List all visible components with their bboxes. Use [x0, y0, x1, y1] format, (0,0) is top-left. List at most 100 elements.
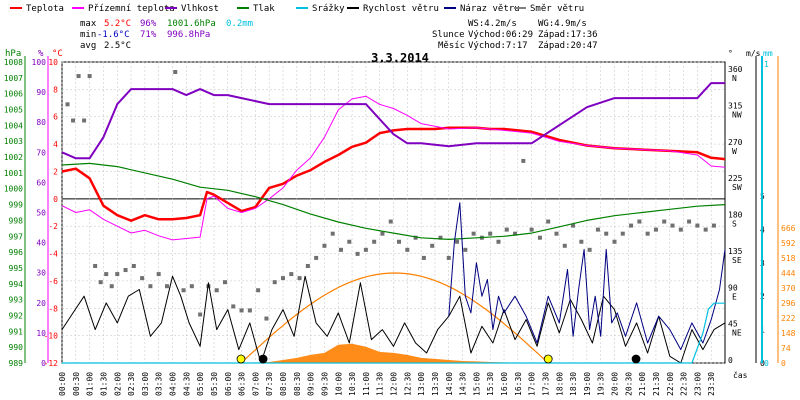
pct-tick-label: 20	[36, 299, 46, 308]
wind-direction-point	[388, 219, 393, 224]
hpa-tick-label: 1004	[4, 121, 23, 130]
time-tick-label: 21:00	[638, 372, 647, 396]
hpa-tick-label: 989	[9, 359, 24, 368]
wind-direction-point	[330, 231, 335, 236]
wind-direction-point	[164, 284, 169, 289]
wind-direction-point	[629, 223, 634, 228]
temp-tick-label: -10	[44, 332, 59, 341]
hpa-tick-label: 993	[9, 296, 24, 305]
hpa-tick-label: 998	[9, 216, 24, 225]
dir-tick-compass: S	[732, 220, 737, 229]
wind-direction-point	[181, 288, 186, 293]
summary-max-rain: 0.2mm	[226, 19, 253, 29]
hpa-tick-label: 1007	[4, 74, 23, 83]
legend-label: Přízemní teplota	[88, 4, 175, 14]
sun-marker	[236, 354, 246, 364]
wind-direction-point	[612, 239, 617, 244]
wind-direction-point	[82, 118, 87, 123]
wind-direction-point	[222, 280, 227, 285]
time-tick-label: 09:00	[307, 372, 316, 396]
hpa-tick-label: 1003	[4, 137, 23, 146]
wind-direction-point	[289, 272, 294, 277]
temp-tick-label: 10	[48, 58, 58, 67]
temp-unit-label: °C	[52, 49, 63, 59]
chart-axes: 9899909919929939949959969979989991000100…	[4, 49, 796, 396]
hpa-tick-label: 994	[9, 280, 24, 289]
time-tick-label: 15:00	[472, 372, 481, 396]
wind-direction-point	[380, 231, 385, 236]
time-tick-label: 12:30	[403, 372, 412, 396]
pct-tick-label: 70	[36, 148, 46, 157]
summary-sun-label: Slunce	[432, 30, 465, 40]
hpa-tick-label: 991	[9, 327, 24, 336]
wind-direction-point	[140, 276, 145, 281]
legend-label: Tlak	[253, 4, 275, 14]
hpa-tick-label: 1008	[4, 58, 23, 67]
summary-max-hum: 96%	[140, 19, 157, 29]
wind-direction-point	[562, 243, 567, 248]
legend-label: Srážky	[312, 4, 345, 14]
wind-direction-point	[347, 239, 352, 244]
summary-avg-temp: 2.5°C	[104, 41, 131, 51]
dir-tick-compass: NE	[732, 329, 742, 338]
sun-curve-line	[240, 272, 549, 364]
time-tick-label: 16:30	[514, 372, 523, 396]
dir-tick-deg: 135	[728, 247, 743, 256]
time-tick-label: 19:00	[583, 372, 592, 396]
wind-direction-point	[670, 223, 675, 228]
wind-direction-point	[131, 264, 136, 268]
wind-direction-point	[148, 284, 153, 289]
wind-direction-point	[123, 268, 128, 273]
summary-max-press: 1001.6hPa	[167, 19, 216, 29]
summary-ws: WS:4.2m/s	[468, 19, 517, 29]
wind-direction-point	[529, 227, 534, 232]
time-tick-label: 00:00	[58, 372, 67, 396]
wind-direction-point	[695, 223, 700, 228]
wind-direction-point	[104, 272, 109, 277]
pct-tick-label: 30	[36, 269, 46, 278]
dir-tick-deg: 315	[728, 101, 743, 110]
wind-direction-point	[496, 239, 501, 244]
sun-moon-markers	[236, 354, 641, 364]
wind-direction-point	[595, 227, 600, 232]
wind-direction-point	[173, 70, 178, 74]
wind-direction-point	[115, 272, 120, 277]
sun-tick-label: 666	[781, 224, 796, 233]
series-rychlost-v-tru	[61, 275, 726, 364]
wind-direction-point	[438, 235, 443, 240]
wind-direction-point	[314, 255, 319, 260]
pct-tick-label: 50	[36, 209, 46, 218]
wind-direction-point	[305, 264, 310, 268]
ms-unit-label: m/s	[746, 49, 761, 58]
wind-direction-point	[413, 235, 418, 240]
time-tick-label: 00:30	[72, 372, 81, 396]
wind-direction-point	[662, 219, 667, 224]
sun-tick-label: 444	[781, 269, 796, 278]
summary-moon-rise: Východ:7:17	[468, 41, 528, 51]
wind-direction-point	[322, 243, 327, 248]
hpa-tick-label: 1000	[4, 185, 23, 194]
hpa-tick-label: 1005	[4, 106, 23, 115]
dir-tick-compass: SW	[732, 183, 742, 192]
mm-tick-label: 1	[764, 60, 769, 69]
wind-direction-point	[339, 247, 344, 252]
time-tick-label: 13:30	[431, 372, 440, 396]
time-tick-label: 08:00	[279, 372, 288, 396]
wind-direction-point	[504, 227, 509, 232]
wind-direction-point	[521, 158, 526, 163]
time-tick-label: 01:00	[86, 372, 95, 396]
dir-unit-label: °	[728, 49, 733, 58]
wind-direction-point	[109, 284, 114, 289]
wind-direction-point	[421, 255, 426, 260]
temp-tick-label: -4	[48, 250, 58, 259]
hpa-tick-label: 990	[9, 343, 24, 352]
summary-sun-rise: Východ:06:29	[468, 30, 533, 40]
summary-block: max 5.2°C 96% 1001.6hPa 0.2mm min -1.6°C…	[80, 19, 598, 51]
time-tick-label: 18:30	[569, 372, 578, 396]
hpa-tick-label: 996	[9, 248, 24, 257]
time-tick-label: 02:30	[127, 372, 136, 396]
temp-tick-label: 4	[53, 140, 58, 149]
wind-direction-point	[687, 219, 692, 224]
dir-tick-deg: 270	[728, 138, 743, 147]
